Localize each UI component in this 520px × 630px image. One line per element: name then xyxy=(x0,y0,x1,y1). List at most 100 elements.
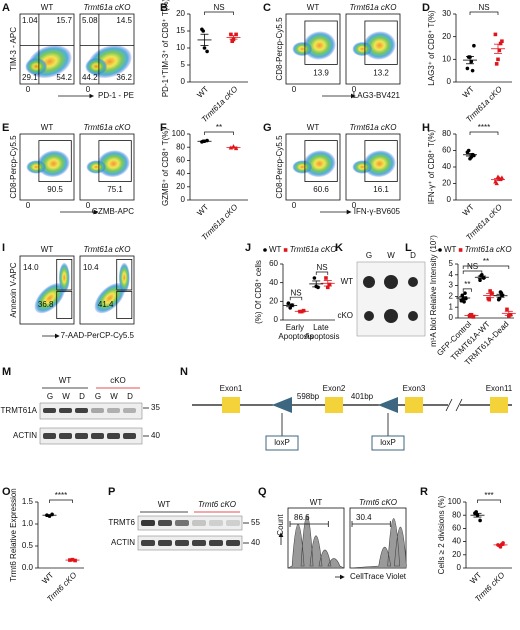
data-point xyxy=(488,289,492,293)
ladder-label: 40 xyxy=(251,538,260,547)
data-point xyxy=(312,276,317,280)
axis-zero: 0 xyxy=(352,201,357,210)
blot-band xyxy=(209,540,223,546)
axis-zero: 0 xyxy=(86,201,91,210)
blot-frame xyxy=(39,402,143,420)
data-point xyxy=(478,518,482,523)
blot-band xyxy=(107,433,120,439)
gate xyxy=(116,258,133,291)
distance-label: 401bp xyxy=(351,392,374,401)
gate-value: 16.1 xyxy=(373,185,389,194)
cell-density xyxy=(352,160,372,174)
axis-zero: 0 xyxy=(292,201,297,210)
x-axis-label: GZMB-APC xyxy=(92,207,134,216)
gate xyxy=(304,140,338,182)
cell-density xyxy=(86,160,106,174)
blot-band xyxy=(59,408,72,413)
gate-value: 60.6 xyxy=(313,185,329,194)
data-point xyxy=(324,276,328,280)
cell-density xyxy=(34,282,65,314)
data-point xyxy=(234,32,238,37)
ladder-label: 35 xyxy=(151,403,160,412)
data-point xyxy=(462,300,466,304)
cell-density xyxy=(363,150,396,178)
data-point xyxy=(202,46,207,50)
blot-band xyxy=(43,433,56,439)
y-axis-label: GZMB⁺ of CD8⁺ T(%) xyxy=(161,128,170,206)
y-tick-label: 20 xyxy=(442,179,451,188)
y-tick-label: 1 xyxy=(449,302,454,311)
blot-band xyxy=(43,408,56,413)
blot-band xyxy=(192,540,206,546)
panel-label: C xyxy=(263,2,271,14)
gate-value: 90.5 xyxy=(47,185,63,194)
column-label: D xyxy=(410,251,416,260)
data-point xyxy=(505,307,509,312)
blot-band xyxy=(175,520,189,526)
significance-label: *** xyxy=(484,491,493,500)
blot-band xyxy=(158,540,172,546)
y-tick-label: 100 xyxy=(172,129,186,138)
significance-label: ** xyxy=(464,280,470,289)
panel-label: M xyxy=(2,366,11,378)
significance-bracket xyxy=(204,131,234,135)
data-point xyxy=(230,39,234,43)
gate-value: 41.4 xyxy=(98,300,114,309)
plot-title: Trmt61a cKO xyxy=(84,123,131,132)
x-axis-label: CellTrace Violet xyxy=(350,572,407,581)
x-axis-label: IFN-γ-BV605 xyxy=(354,207,401,216)
y-axis-label: PD-1⁺TIM-3⁺ of CD8⁺ T(%) xyxy=(161,0,170,97)
group-label: WT xyxy=(59,376,72,385)
loxp-site xyxy=(272,397,292,413)
panel-label: A xyxy=(2,2,10,14)
data-point xyxy=(464,296,468,301)
plot-title: WT xyxy=(41,245,54,254)
legend-label: Trmt61a cKO xyxy=(465,245,512,254)
gate-value: 15.7 xyxy=(56,16,72,25)
data-point xyxy=(500,39,504,43)
exon-label: Exon1 xyxy=(220,384,243,393)
significance-label: ** xyxy=(483,257,489,266)
blot-band xyxy=(75,433,88,439)
exon-label: Exon2 xyxy=(323,384,346,393)
gate-value: 30.4 xyxy=(356,513,372,522)
distance-label: 598bp xyxy=(297,392,320,401)
cell-density xyxy=(26,160,46,174)
x-tick-label: WT xyxy=(195,84,210,99)
lane-label: G xyxy=(95,392,101,401)
data-point xyxy=(494,62,499,66)
panel-label: E xyxy=(2,122,9,134)
y-tick-label: 20 xyxy=(452,550,461,559)
gate xyxy=(98,140,132,182)
y-tick-label: 60 xyxy=(176,156,185,165)
gate-value: 44.2 xyxy=(82,73,98,82)
data-point xyxy=(458,248,463,252)
cell-density xyxy=(85,58,107,75)
gate xyxy=(304,20,338,65)
y-tick-label: 30 xyxy=(442,9,451,18)
axis-zero: 0 xyxy=(26,201,31,210)
panel-label: O xyxy=(2,486,11,498)
panel-label: R xyxy=(420,486,428,498)
gate xyxy=(38,140,72,182)
y-tick-label: 0 xyxy=(447,195,452,204)
data-point xyxy=(466,148,471,153)
exon-label: Exon3 xyxy=(403,384,426,393)
panel-label: F xyxy=(160,122,167,134)
y-tick-label: 15 xyxy=(176,26,185,35)
exon-label: Exon11 xyxy=(486,384,513,393)
gate-value: 75.1 xyxy=(107,185,123,194)
blot-band xyxy=(226,540,240,546)
x-tick-label: WT xyxy=(461,84,476,99)
lane-label: G xyxy=(47,392,53,401)
x-tick-label: Late Apoptosis xyxy=(304,323,339,341)
cell-density xyxy=(25,58,47,75)
gate-value: 5.08 xyxy=(82,16,98,25)
data-point xyxy=(470,68,475,73)
significance-bracket xyxy=(477,499,501,503)
gate xyxy=(364,20,398,65)
plot-title: Trmt6 cKO xyxy=(359,498,397,507)
y-tick-label: 80 xyxy=(176,142,185,151)
band-label: TRMT6 xyxy=(108,518,135,527)
